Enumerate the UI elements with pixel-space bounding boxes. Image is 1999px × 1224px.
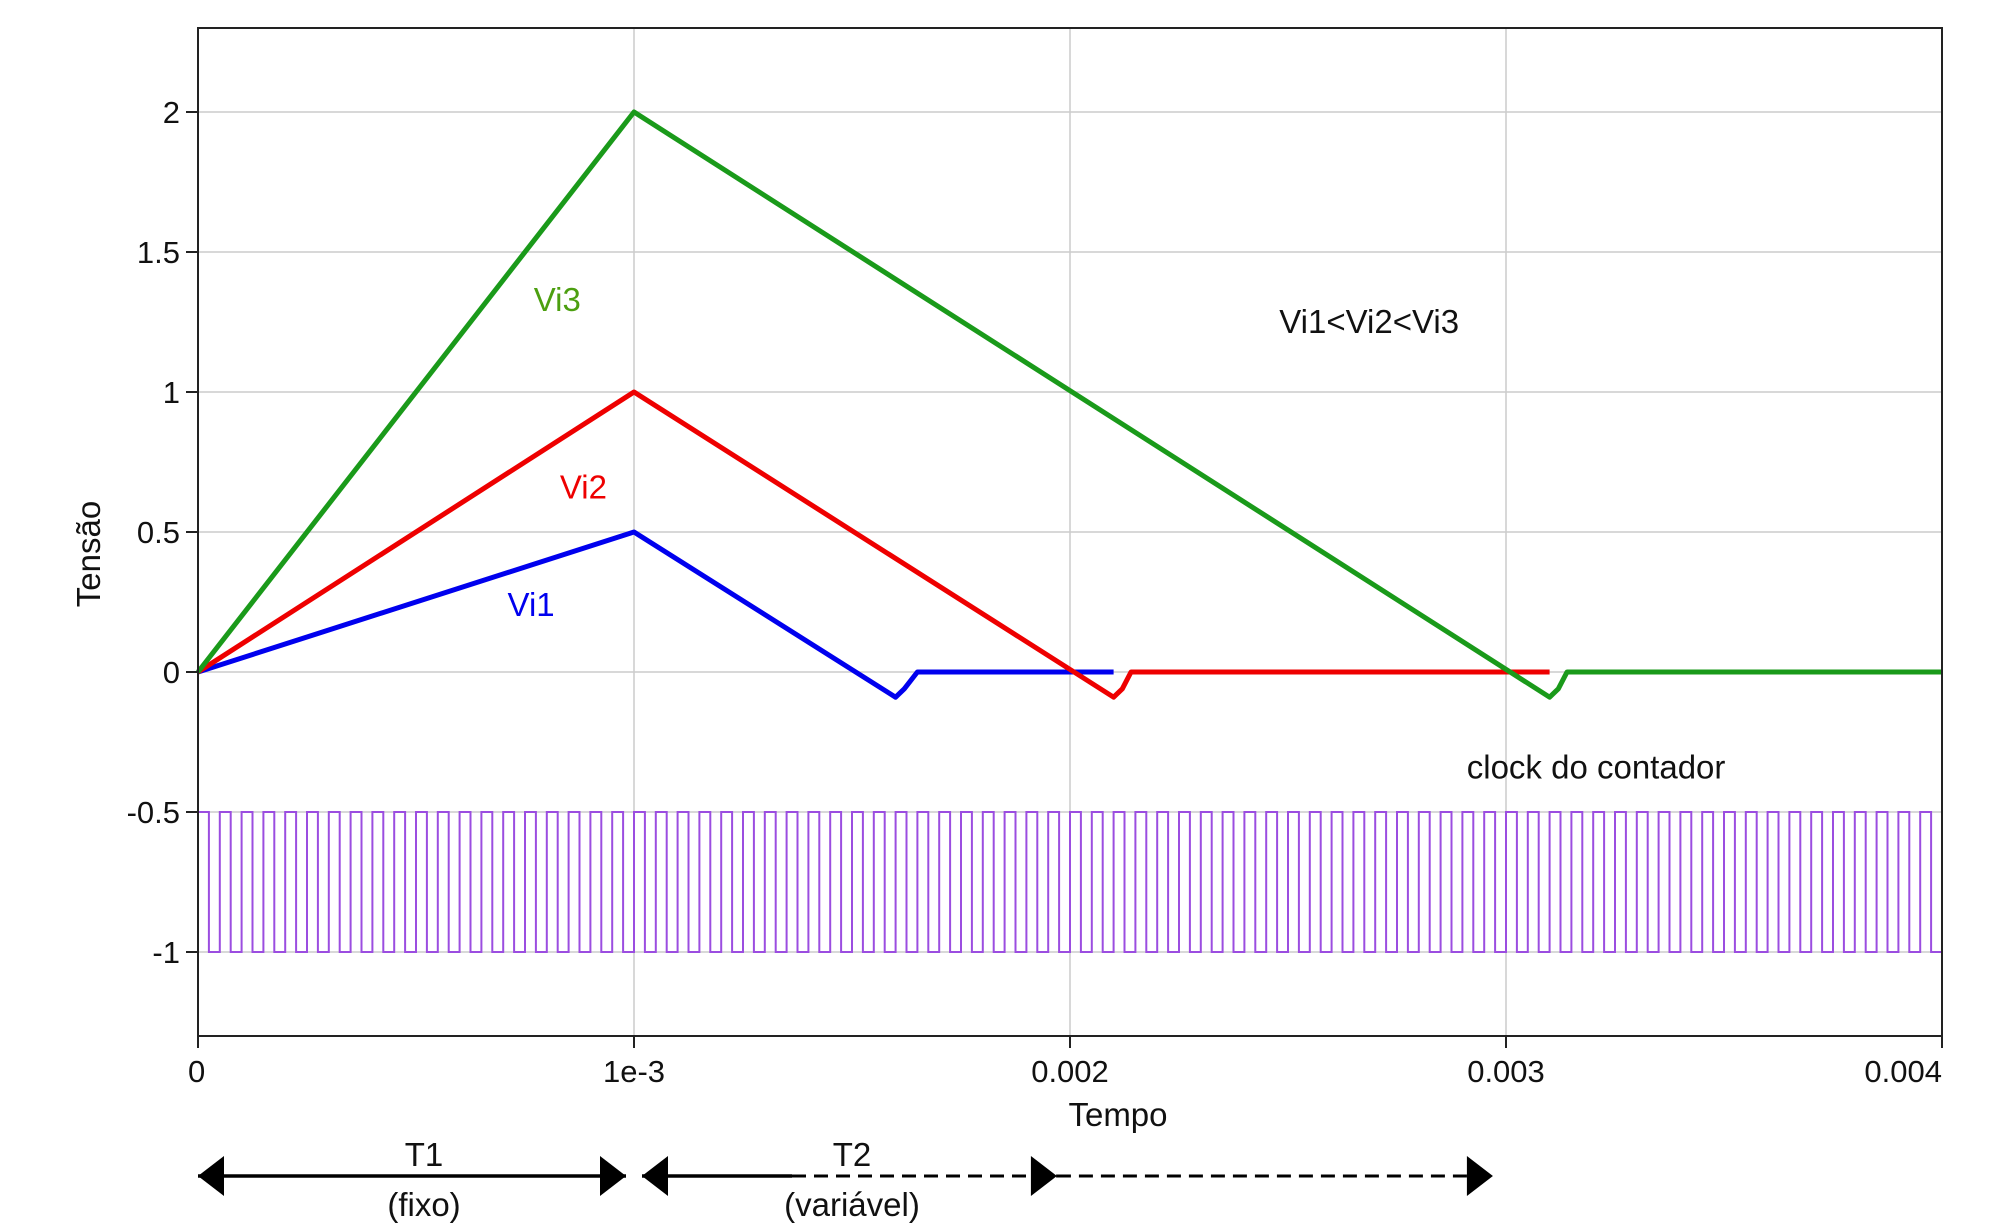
- series-vi2-line: [196, 389, 1550, 700]
- y-tick-label: 0: [163, 655, 180, 690]
- series-vi3-line: [196, 109, 1942, 700]
- arrowhead-right: [1030, 1156, 1057, 1196]
- annotation-label: Vi3: [534, 281, 581, 318]
- series-vi1-line: [197, 529, 1114, 700]
- ticks: 0 1e-3 0.002 0.003 0.004 -1 -0.5 0 0.5 1 1.5 2: [127, 95, 1943, 1089]
- series-clock-line: [197, 811, 1943, 953]
- y-tick-label: 2: [163, 95, 180, 130]
- arrowhead-right: [1466, 1156, 1493, 1196]
- x-axis-title: Tempo: [1068, 1096, 1167, 1133]
- annotation-label: Vi1<Vi2<Vi3: [1279, 303, 1459, 340]
- x-tick-label: 0.002: [1031, 1054, 1109, 1089]
- interval-sublabel: (fixo): [387, 1186, 460, 1223]
- series-layer: [196, 109, 1943, 953]
- arrowhead-right: [600, 1156, 626, 1196]
- x-tick-label: 0.004: [1864, 1054, 1942, 1089]
- y-tick-label: 0.5: [137, 515, 180, 550]
- arrowhead-left: [198, 1156, 224, 1196]
- y-axis-title: Tensão: [70, 501, 107, 607]
- annotation-label: Vi1: [508, 586, 555, 623]
- x-tick-label: 0: [188, 1054, 205, 1089]
- x-tick-label: 1e-3: [603, 1054, 665, 1089]
- annotation-label: clock do contador: [1467, 748, 1726, 785]
- interval-label: T1: [405, 1136, 444, 1173]
- interval-sublabel: (variável): [784, 1186, 920, 1223]
- x-tick-label: 0.003: [1467, 1054, 1545, 1089]
- y-tick-label: -0.5: [127, 795, 180, 830]
- interval-label: T2: [833, 1136, 872, 1173]
- y-tick-label: 1: [163, 375, 180, 410]
- y-tick-label: -1: [152, 935, 180, 970]
- arrowhead-left: [642, 1156, 668, 1196]
- y-tick-label: 1.5: [137, 235, 180, 270]
- annotation-label: Vi2: [560, 468, 607, 505]
- annotations: Vi3 Vi2 Vi1 Vi1<Vi2<Vi3 clock do contador: [508, 281, 1726, 786]
- interval-arrows: T1 (fixo) T2 (variável): [198, 1136, 1493, 1223]
